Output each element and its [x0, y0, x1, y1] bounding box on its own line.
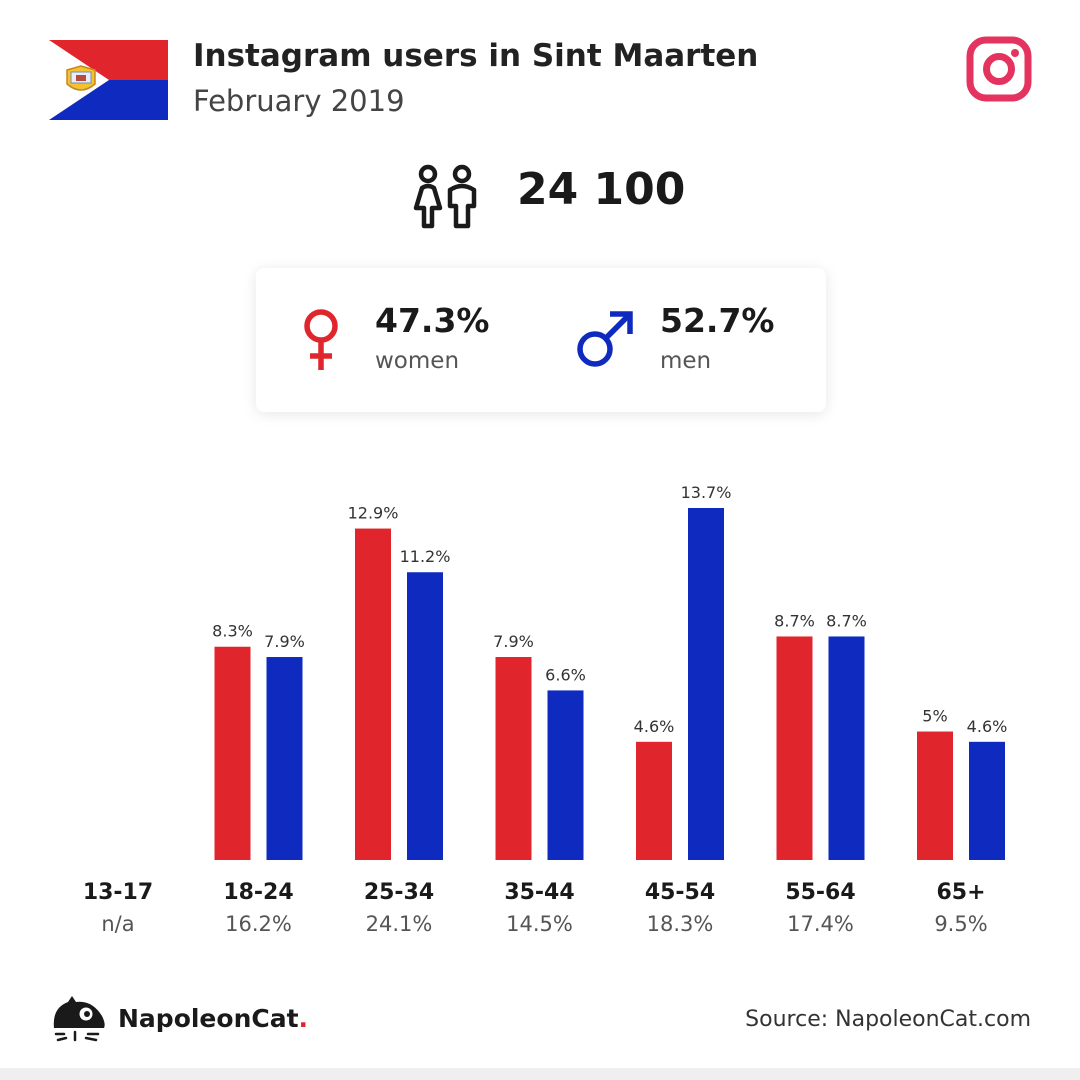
age-gender-bar-chart: 13-17 n/a 8.3% 7.9% 18-24 16.2% 12.9% 11.2% 25-3… — [83, 483, 1008, 936]
sint-maarten-flag-icon — [49, 40, 168, 120]
data-label-women-45-54: 4.6% — [634, 717, 675, 736]
brand-text: NapoleonCat — [118, 1004, 299, 1033]
category-total-13-17: n/a — [101, 912, 134, 936]
category-label-55-64: 55-64 — [785, 880, 855, 905]
data-label-women-25-34: 12.9% — [348, 504, 399, 523]
women-label: women — [375, 348, 460, 374]
category-label-25-34: 25-34 — [364, 880, 434, 905]
women-percentage: 47.3% — [375, 301, 490, 340]
category-label-35-44: 35-44 — [504, 880, 574, 905]
bar-women-25-34 — [355, 528, 391, 860]
data-label-women-35-44: 7.9% — [493, 632, 534, 651]
data-label-women-18-24: 8.3% — [212, 622, 253, 641]
data-label-men-45-54: 13.7% — [681, 483, 732, 502]
bar-men-55-64 — [828, 636, 865, 860]
gender-split-card: 47.3% women 52.7% men — [256, 268, 826, 412]
page-subtitle: February 2019 — [193, 84, 405, 118]
brand-name: NapoleonCat. — [118, 1004, 308, 1033]
category-label-13-17: 13-17 — [83, 880, 153, 905]
category-total-65+: 9.5% — [934, 912, 987, 936]
people-icon — [413, 164, 477, 229]
data-label-men-35-44: 6.6% — [545, 665, 586, 684]
data-label-women-55-64: 8.7% — [774, 611, 815, 630]
category-label-45-54: 45-54 — [645, 880, 715, 905]
bar-men-25-34 — [407, 572, 443, 860]
brand-dot: . — [298, 1004, 309, 1033]
data-label-men-55-64: 8.7% — [826, 611, 867, 630]
category-total-35-44: 14.5% — [506, 912, 573, 936]
category-total-25-34: 24.1% — [366, 912, 433, 936]
bar-men-65+ — [969, 741, 1005, 860]
bar-women-55-64 — [776, 636, 813, 860]
bar-women-18-24 — [214, 646, 251, 860]
total-users: 24 100 — [517, 164, 686, 215]
bar-men-45-54 — [688, 508, 724, 860]
data-label-men-25-34: 11.2% — [400, 547, 451, 566]
data-label-women-65+: 5% — [922, 707, 947, 726]
instagram-icon — [966, 36, 1032, 102]
source-credit: Source: NapoleonCat.com — [745, 1007, 1031, 1032]
category-total-55-64: 17.4% — [787, 912, 854, 936]
men-percentage: 52.7% — [660, 301, 775, 340]
bar-women-35-44 — [495, 657, 532, 860]
bottom-bar — [0, 1068, 1080, 1080]
category-total-45-54: 18.3% — [647, 912, 714, 936]
bar-men-18-24 — [266, 657, 303, 860]
page-title: Instagram users in Sint Maarten — [193, 38, 759, 74]
data-label-men-65+: 4.6% — [967, 717, 1008, 736]
male-symbol-icon — [577, 311, 633, 367]
bar-women-45-54 — [636, 741, 672, 860]
category-total-18-24: 16.2% — [225, 912, 292, 936]
napoleoncat-logo-icon — [53, 996, 105, 1042]
bar-women-65+ — [917, 731, 953, 860]
category-label-65+: 65+ — [936, 880, 985, 905]
category-label-18-24: 18-24 — [223, 880, 293, 905]
men-label: men — [660, 348, 712, 374]
bar-men-35-44 — [547, 690, 584, 860]
female-symbol-icon — [304, 309, 338, 370]
data-label-men-18-24: 7.9% — [264, 632, 305, 651]
